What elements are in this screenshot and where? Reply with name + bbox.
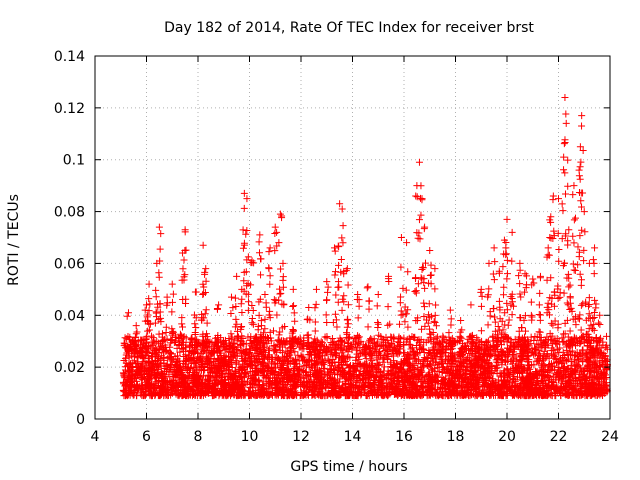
data-point bbox=[380, 363, 388, 371]
data-point bbox=[567, 304, 575, 312]
data-point bbox=[531, 332, 539, 340]
data-point bbox=[145, 326, 153, 334]
data-point bbox=[421, 322, 429, 330]
data-point bbox=[291, 348, 299, 356]
data-point bbox=[414, 280, 422, 288]
data-point bbox=[163, 335, 171, 343]
data-point bbox=[424, 319, 432, 327]
data-point bbox=[569, 260, 577, 268]
data-point bbox=[176, 330, 184, 338]
data-point bbox=[276, 328, 284, 336]
data-point bbox=[167, 336, 175, 344]
data-point bbox=[275, 331, 283, 339]
data-point bbox=[249, 320, 257, 328]
data-point bbox=[418, 325, 426, 333]
data-point bbox=[334, 298, 342, 306]
data-point bbox=[176, 348, 184, 356]
data-point bbox=[340, 292, 348, 300]
data-point bbox=[559, 348, 567, 356]
data-point bbox=[367, 335, 375, 343]
data-point bbox=[577, 301, 585, 309]
grid-lines bbox=[95, 56, 610, 419]
data-point bbox=[572, 321, 580, 329]
data-point bbox=[547, 274, 555, 282]
data-point bbox=[556, 344, 564, 352]
data-point bbox=[586, 368, 594, 376]
data-point bbox=[155, 330, 163, 338]
data-point bbox=[248, 301, 256, 309]
data-point bbox=[559, 330, 567, 338]
data-point bbox=[543, 350, 551, 358]
data-point bbox=[178, 320, 186, 328]
data-point bbox=[432, 334, 440, 342]
data-point bbox=[561, 319, 569, 327]
data-point bbox=[137, 373, 145, 381]
data-points bbox=[119, 93, 611, 400]
data-point bbox=[411, 287, 419, 295]
data-point bbox=[401, 318, 409, 326]
data-point bbox=[344, 315, 352, 323]
data-point bbox=[149, 334, 157, 342]
